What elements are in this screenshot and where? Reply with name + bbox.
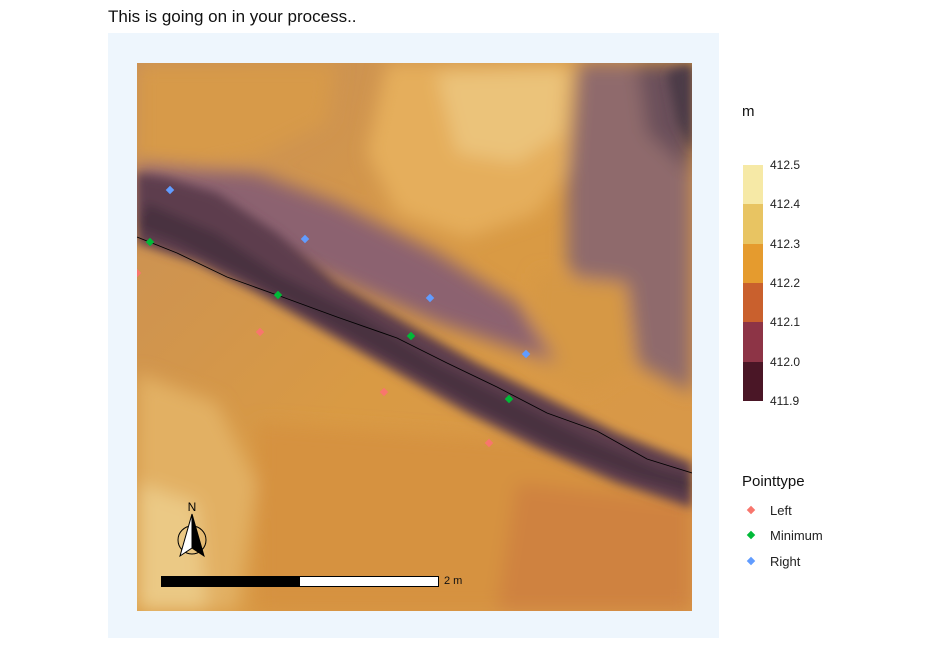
colorbar-band: [743, 322, 763, 362]
right-point: [521, 349, 531, 359]
legend-label-right: Right: [770, 553, 801, 569]
raster-legend-title: m: [742, 103, 755, 120]
right-swatch-icon: [746, 556, 756, 566]
left-point: [255, 327, 265, 337]
legend-label-minimum: Minimum: [770, 527, 823, 543]
left-points: [137, 268, 494, 448]
legend-item-right: Right: [746, 552, 801, 570]
right-point: [425, 293, 435, 303]
left-point: [484, 438, 494, 448]
left-point: [137, 268, 142, 278]
elevation-raster: [137, 63, 692, 611]
legend-item-minimum: Minimum: [746, 526, 823, 544]
scale-bar-label: 2 m: [444, 575, 463, 587]
right-point: [300, 234, 310, 244]
map-title: This is going on in your process..: [108, 7, 357, 26]
colorbar-band: [743, 243, 763, 283]
north-arrow-icon: N: [172, 500, 212, 562]
raster-colorbar: [743, 165, 763, 401]
scale-bar-dark-segment: [162, 577, 300, 586]
colorbar-band: [743, 361, 763, 401]
left-point: [379, 387, 389, 397]
minimum-point: [406, 331, 416, 341]
points-legend-title: Pointtype: [742, 473, 805, 490]
channel-profile-line: [137, 236, 692, 474]
colorbar-tick-label: 412.1: [770, 315, 801, 330]
left-swatch-icon: [746, 505, 756, 515]
colorbar-tick-label: 411.9: [770, 394, 800, 408]
colorbar-band: [743, 204, 763, 244]
minimum-point: [273, 290, 283, 300]
colorbar-band: [743, 282, 763, 323]
right-points: [165, 185, 531, 359]
north-label: N: [188, 500, 197, 514]
legend-item-left: Left: [746, 501, 792, 519]
colorbar-band: [743, 165, 763, 205]
legend-label-left: Left: [770, 502, 792, 518]
minimum-point: [504, 394, 514, 404]
minimum-swatch-icon: [746, 530, 756, 540]
scale-bar-light-segment: [300, 577, 438, 586]
colorbar-tick-label: 412.5: [770, 158, 801, 172]
colorbar-tick-label: 412.0: [770, 354, 801, 369]
scale-bar: [161, 576, 439, 587]
colorbar-tick-label: 412.3: [770, 236, 801, 251]
colorbar-tick-label: 412.2: [770, 276, 801, 290]
map-canvas[interactable]: [137, 63, 692, 611]
colorbar-tick-label: 412.4: [770, 197, 801, 212]
